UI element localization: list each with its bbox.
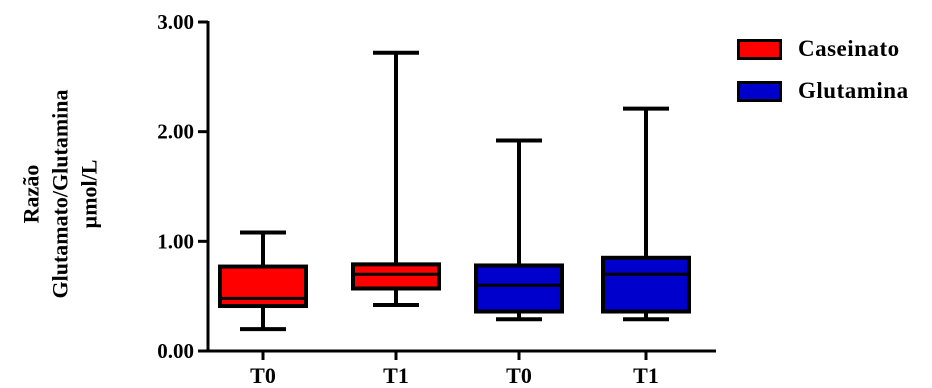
y-tick-label: 2.00 [157, 120, 194, 144]
y-axis-label-line-2: Glutamato/Glutamina [47, 89, 73, 299]
y-tick-label: 3.00 [157, 10, 194, 34]
legend-label-glutamina: Glutamina [798, 78, 909, 103]
x-tick-label: T0 [506, 363, 532, 388]
y-tick-label: 0.00 [157, 339, 194, 363]
y-axis-label-line-3: µmol/L [76, 159, 102, 229]
box-caseinato-t0 [218, 264, 308, 309]
box-glutamina-t1 [601, 255, 691, 314]
x-tick-label: T1 [633, 363, 659, 388]
legend-item-glutamina: Glutamina [737, 76, 909, 106]
legend-label-caseinato: Caseinato [798, 36, 900, 61]
box-glutamina-t0 [474, 263, 564, 314]
legend: Caseinato Glutamina [737, 34, 909, 118]
x-tick-label: T0 [250, 363, 276, 388]
x-tick-label: T1 [383, 363, 409, 388]
y-tick-label: 1.00 [157, 229, 194, 253]
legend-item-caseinato: Caseinato [737, 34, 909, 64]
y-axis-label-line-1: Razão [18, 164, 44, 224]
legend-swatch-caseinato [737, 38, 782, 60]
legend-swatch-glutamina [737, 80, 782, 102]
box-caseinato-t1 [351, 262, 441, 291]
y-axis-label: Razão Glutamato/Glutamina µmol/L [0, 0, 190, 388]
